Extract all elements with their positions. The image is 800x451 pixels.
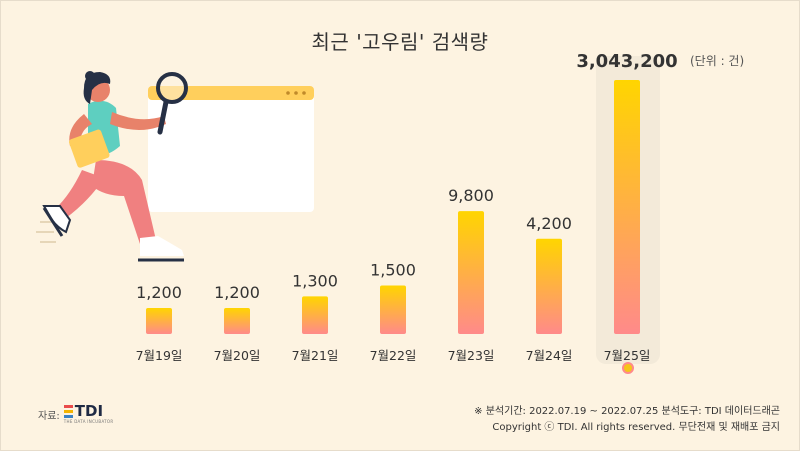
bar-value-label: 1,200: [136, 283, 182, 302]
bar: [302, 296, 328, 334]
bar: [536, 238, 562, 334]
copyright-note: Copyright ⓒ TDI. All rights reserved. 무단…: [492, 422, 780, 433]
footer: ※ 분석기간: 2022.07.19 ~ 2022.07.25 분석도구: TD…: [474, 404, 780, 436]
chart-title: 최근 '고우림' 검색량: [311, 30, 489, 54]
highlight-marker: [622, 362, 634, 374]
bar-value-label: 9,800: [448, 186, 494, 205]
bar: [458, 211, 484, 334]
source-label: 자료:: [38, 410, 60, 422]
logo-text: TDI: [74, 402, 104, 420]
category-label: 7월24일: [526, 348, 573, 363]
bar-value-label: 1,200: [214, 283, 260, 302]
illustration: [36, 71, 314, 262]
category-label: 7월19일: [136, 348, 183, 363]
tdi-logo: TDI THE DATA INCUBATOR: [63, 402, 114, 424]
analysis-period-note: ※ 분석기간: 2022.07.19 ~ 2022.07.25 분석도구: TD…: [474, 406, 780, 417]
unit-label: (단위 : 건): [690, 54, 745, 68]
category-label: 7월25일: [604, 348, 651, 363]
category-label: 7월23일: [448, 348, 495, 363]
category-label: 7월21일: [292, 348, 339, 363]
person-with-magnifier-illustration: [36, 71, 188, 262]
bar: [224, 308, 250, 334]
bar: [614, 80, 640, 334]
bar: [146, 308, 172, 334]
bar-series: [146, 80, 640, 334]
bar-value-label: 1,500: [370, 260, 416, 279]
browser-titlebar-illustration: [148, 86, 314, 100]
source: 자료: TDI THE DATA INCUBATOR: [38, 404, 113, 424]
category-label-series: 7월19일 7월20일 7월21일 7월22일 7월23일 7월24일 7월25일: [136, 348, 651, 363]
value-label-series: 1,200 1,200 1,300 1,500 9,800 4,200 3,043,200: [136, 51, 678, 302]
bar-value-label: 4,200: [526, 214, 572, 233]
browser-window-illustration: [148, 86, 314, 212]
bar-value-label: 1,300: [292, 271, 338, 290]
category-label: 7월20일: [214, 348, 261, 363]
category-label: 7월22일: [370, 348, 417, 363]
bar: [380, 285, 406, 334]
bar-value-label: 3,043,200: [576, 51, 677, 72]
logo-bars-icon: [63, 405, 73, 418]
logo-subtitle: THE DATA INCUBATOR: [63, 419, 114, 424]
